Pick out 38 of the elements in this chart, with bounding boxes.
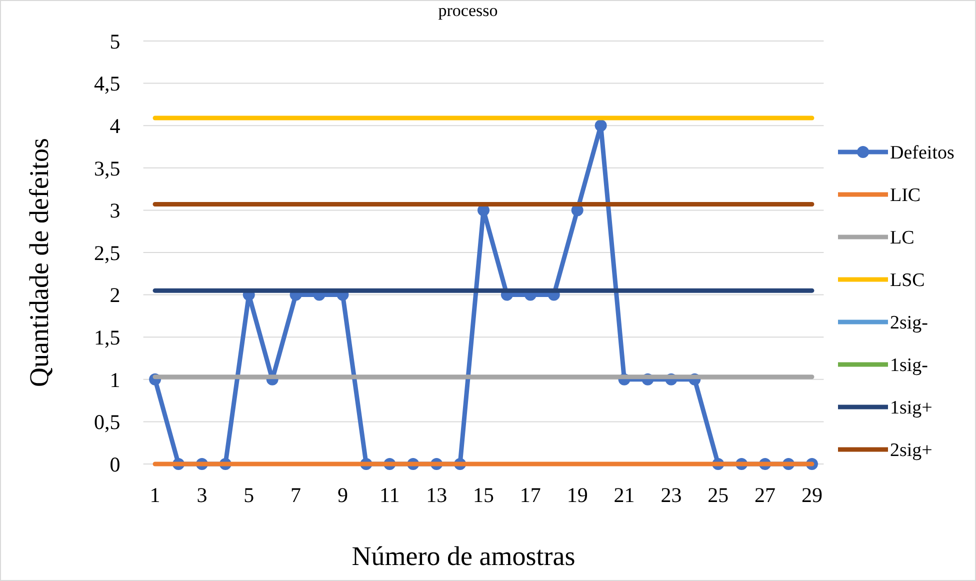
y-tick-label: 1,5 xyxy=(94,325,120,350)
y-tick-label: 3 xyxy=(110,198,120,223)
x-tick-label: 25 xyxy=(708,483,729,507)
x-tick-label: 19 xyxy=(566,483,588,507)
legend-label: LC xyxy=(890,228,914,249)
y-tick-label: 4,5 xyxy=(94,72,120,96)
x-tick-label: 27 xyxy=(754,483,776,507)
legend-label: Defeitos xyxy=(890,142,954,164)
x-tick-label: 21 xyxy=(614,483,635,507)
x-tick-label: 5 xyxy=(244,483,254,507)
y-tick-label: 4 xyxy=(110,114,121,138)
y-axis-title: Quantidade de defeitos xyxy=(24,138,54,387)
x-tick-label: 23 xyxy=(660,483,682,507)
x-tick-label: 15 xyxy=(473,483,494,507)
y-tick-label: 1 xyxy=(110,368,120,392)
y-tick-label: 2,5 xyxy=(94,240,120,265)
legend-label: 1sig- xyxy=(890,355,928,376)
y-tick-label: 3,5 xyxy=(94,156,120,180)
x-axis-title: Número de amostras xyxy=(352,541,576,571)
y-tick-label: 0,5 xyxy=(94,410,120,434)
legend-label: LIC xyxy=(890,185,921,206)
legend-label: LSC xyxy=(890,270,925,292)
x-tick-label: 1 xyxy=(150,483,160,507)
y-tick-label: 5 xyxy=(110,29,120,54)
y-tick-label: 2 xyxy=(110,283,120,308)
x-tick-label: 9 xyxy=(337,483,348,507)
x-tick-label: 13 xyxy=(426,483,448,507)
point xyxy=(594,120,607,132)
y-tick-label: 0 xyxy=(110,452,120,476)
legend-label: 1sig+ xyxy=(890,398,932,419)
chart-title: processo xyxy=(438,1,498,20)
x-tick-label: 3 xyxy=(196,483,208,507)
x-tick-label: 29 xyxy=(801,483,822,507)
x-tick-label: 17 xyxy=(520,483,541,507)
legend-label: 2sig- xyxy=(890,312,928,334)
x-tick-label: 7 xyxy=(290,483,302,507)
x-tick-label: 11 xyxy=(380,483,400,507)
legend-label: 2sig+ xyxy=(890,440,932,462)
